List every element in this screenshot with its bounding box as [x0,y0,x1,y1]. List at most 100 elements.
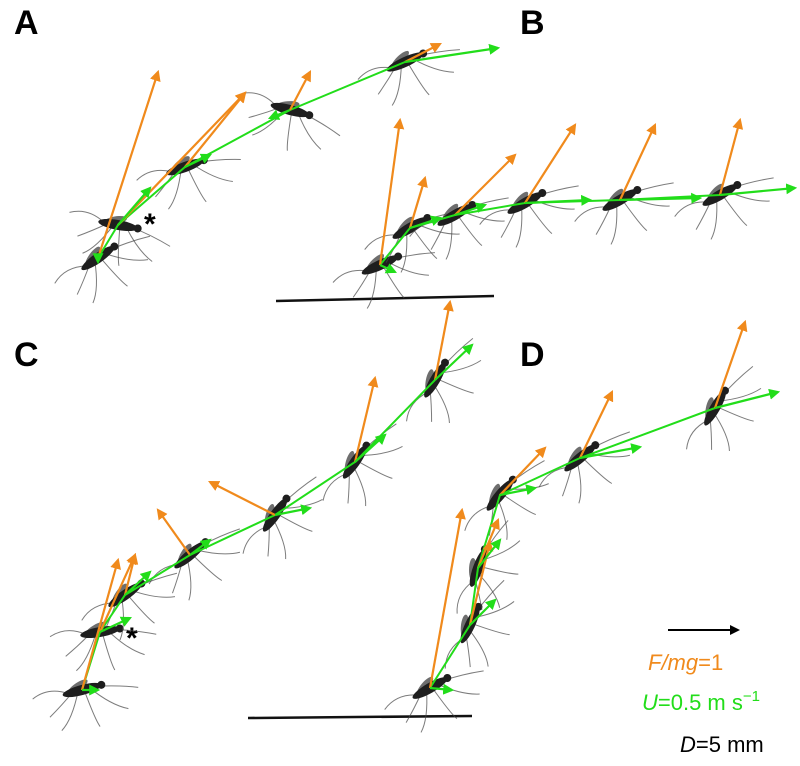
force-vector-arrow [428,507,466,689]
force-vector-arrow [378,117,405,266]
panel-label-d: D [520,336,545,374]
velocity-vector-arrow [274,504,313,517]
force-vector-arrow [353,375,379,463]
mosquito-leg [196,549,241,555]
mosquito-leg [406,60,430,96]
mosquito-silhouette [69,210,171,266]
legend-force-value: =1 [698,650,723,675]
force-vector-arrow [156,508,191,556]
velocity-vector-arrow [454,202,488,217]
mosquito-head [633,186,642,194]
mosquito-leg [101,631,116,671]
velocity-vector-arrow [477,538,502,569]
velocity-vector-arrow [434,343,474,381]
velocity-vector-arrow [499,484,538,497]
mosquito-head [721,386,729,395]
velocity-vector-arrow [619,192,703,204]
mosquito-silhouette [444,579,515,669]
force-vector-arrow [454,153,517,216]
mosquito-leg [465,633,471,668]
force-vector-arrow [476,517,500,569]
velocity-vector-arrow [719,183,798,197]
legend: F/mg=1 U=0.5 m s−1 D=5 mm [642,625,764,757]
mosquito-leg [721,193,748,227]
mosquito-silhouette [357,49,460,106]
mosquito-leg [526,201,553,235]
mosquito-silhouettes [32,49,774,733]
mosquito-leg [581,456,613,484]
mosquito-leg [191,553,223,581]
velocity-vector-arrow [404,43,501,64]
velocity-vector-arrow [469,598,497,626]
velocity-vector-arrow [714,388,781,410]
mosquito-silhouette [574,182,674,245]
force-vector-arrow [524,123,577,204]
legend-velocity-value: =0.5 m s [658,690,743,715]
velocity-vectors [82,43,798,696]
mosquito-leg [721,365,754,397]
asterisk-marker-a: * [144,208,156,241]
force-vector-arrow [408,175,428,229]
force-vector-arrow [404,42,442,63]
velocity-vector-arrow [117,186,152,226]
mosquito-silhouette [406,337,482,423]
legend-velocity-symbol: U [642,690,658,715]
force-vector-arrow [433,299,454,381]
mosquito-leg [148,563,180,585]
mosquito-head [538,189,547,197]
mosquito-head [468,201,477,209]
mosquito-leg [286,110,293,151]
force-vector-arrow [184,91,247,168]
mosquito-silhouette [148,528,241,601]
legend-distance-symbol: D [680,732,696,757]
mosquito-leg [332,269,368,283]
force-vector-arrow [579,390,614,459]
legend-force-label: F/mg=1 [648,650,723,675]
mosquito-leg [715,405,754,422]
velocity-vector-arrow [579,443,643,460]
mosquito-leg [381,263,405,299]
force-vector-arrow [499,446,547,496]
panel-label-b: B [520,4,545,42]
velocity-vector-arrow [99,616,132,633]
mosquito-silhouette [322,423,403,507]
mosquito-head [110,242,119,251]
mosquito-head [508,475,517,484]
mosquito-silhouette [332,252,435,309]
mosquito-head [591,441,600,450]
velocity-vector-arrow [124,570,152,596]
mosquito-leg [470,622,510,636]
mosquito-leg [501,493,536,516]
mosquito-head [443,674,452,682]
mosquito-leg [431,686,458,720]
velocity-vector-arrow [524,194,593,206]
mosquito-leg [456,213,483,247]
mosquito-leg [275,512,313,532]
mosquito-head [441,358,449,367]
force-vector-arrow [123,552,139,596]
mosquito-leg [621,198,648,232]
mosquito-silhouette [464,460,549,540]
mosquito-head [282,494,291,503]
mosquito-leg [242,526,268,554]
velocity-vector-arrow [354,433,387,463]
mosquito-head [133,224,142,233]
force-vector-arrow [718,117,744,196]
mosquito-head [305,111,314,120]
force-vector-arrow [619,123,657,201]
mosquito-leg [117,225,121,266]
ground-line-b [275,294,495,303]
legend-velocity-exponent: −1 [743,688,760,705]
mosquito-leg [54,265,87,284]
force-vector-arrow [208,481,276,516]
mosquito-silhouette [32,679,139,731]
velocity-vector-arrow [409,215,443,230]
mosquito-leg [435,377,474,394]
force-vector-arrow [96,69,161,259]
velocity-vector-arrow [184,153,212,168]
mosquito-leg [384,694,418,710]
mosquito-silhouette [384,670,484,733]
velocity-vector-arrow [267,108,291,120]
force-vector-arrow [98,552,137,633]
